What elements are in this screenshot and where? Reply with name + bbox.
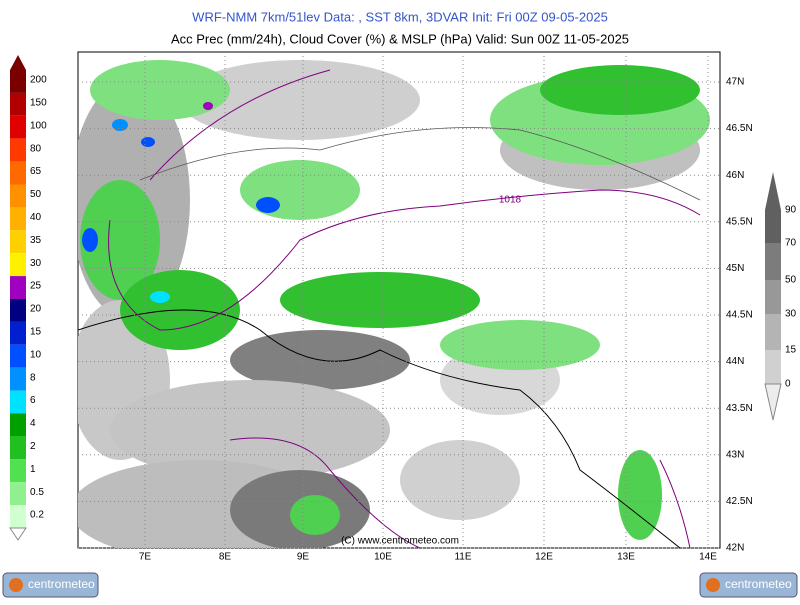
logo: centrometeo xyxy=(2,572,99,598)
lon-label: 12E xyxy=(535,552,553,563)
precip-label: 80 xyxy=(30,143,42,154)
precip-swatch xyxy=(10,207,26,231)
precip-label: 25 xyxy=(30,281,42,292)
cloud-swatch xyxy=(765,210,781,243)
lat-label: 43N xyxy=(726,449,744,460)
lat-label: 46.5N xyxy=(726,123,753,134)
precip-label: 100 xyxy=(30,120,47,131)
cloud-legend-tail xyxy=(764,383,782,421)
precip-label: 6 xyxy=(30,395,36,406)
cloud-swatch xyxy=(765,243,781,280)
precip-legend-arrow xyxy=(10,55,26,70)
cloud-label: 0 xyxy=(785,379,791,390)
precip-label: 1 xyxy=(30,464,36,475)
lat-label: 47N xyxy=(726,77,744,88)
precip-swatch xyxy=(10,138,26,162)
lat-label: 45.5N xyxy=(726,216,753,227)
precip-swatch xyxy=(10,321,26,345)
precip-swatch xyxy=(10,390,26,414)
precip-swatch xyxy=(10,115,26,139)
precip-label: 150 xyxy=(30,98,47,109)
lat-label: 42.5N xyxy=(726,496,753,507)
lat-label: 44N xyxy=(726,356,744,367)
precip-swatch xyxy=(10,367,26,391)
lat-label: 42N xyxy=(726,543,744,554)
title: WRF-NMM 7km/51lev Data: , SST 8km, 3DVAR… xyxy=(192,9,608,24)
cloud-swatch xyxy=(765,314,781,350)
lon-label: 13E xyxy=(617,552,635,563)
precip-label: 200 xyxy=(30,75,47,86)
cloud-label: 70 xyxy=(785,238,797,249)
precip-swatch xyxy=(10,459,26,483)
lon-label: 9E xyxy=(297,552,310,563)
precip-label: 50 xyxy=(30,189,42,200)
precip-swatch xyxy=(10,482,26,506)
precip-swatch xyxy=(10,230,26,254)
lon-label: 14E xyxy=(699,552,717,563)
precip-swatch xyxy=(10,505,26,528)
lat-label: 45N xyxy=(726,263,744,274)
precip-label: 10 xyxy=(30,349,42,360)
lon-label: 8E xyxy=(219,552,232,563)
cloud-swatch xyxy=(765,280,781,314)
precip-label: 8 xyxy=(30,372,36,383)
lat-label: 44.5N xyxy=(726,310,753,321)
cloud-label: 15 xyxy=(785,345,797,356)
lon-label: 11E xyxy=(454,552,471,563)
lat-label: 43.5N xyxy=(726,403,753,414)
precip-swatch xyxy=(10,161,26,185)
precip-label: 0.5 xyxy=(30,487,44,498)
precip-swatch xyxy=(10,436,26,460)
subtitle: Acc Prec (mm/24h), Cloud Cover (%) & MSL… xyxy=(171,31,629,46)
map: 7E 8E 9E 10E 11E 12E 13E 14E 47N 46.5N 46N 45.5N 45N… xyxy=(77,51,753,563)
precip-label: 30 xyxy=(30,258,42,269)
credit: (C) www.centrometeo.com xyxy=(341,536,459,547)
precip-swatch xyxy=(10,276,26,299)
logo: centrometeo xyxy=(699,572,798,598)
precip-swatch xyxy=(10,70,26,93)
precip-legend-tail xyxy=(9,527,27,541)
cloud-label: 90 xyxy=(785,205,797,216)
cloud-label: 30 xyxy=(785,309,797,320)
precip-label: 40 xyxy=(30,212,42,223)
lat-label: 46N xyxy=(726,170,744,181)
precip-label: 20 xyxy=(30,304,42,315)
precip-label: 4 xyxy=(30,418,36,429)
precip-label: 15 xyxy=(30,327,42,338)
precip-label: 35 xyxy=(30,235,42,246)
precip-swatch xyxy=(10,253,26,277)
lon-label: 10E xyxy=(374,552,392,563)
precip-swatch xyxy=(10,344,26,368)
isobar-label: 1018 xyxy=(499,195,522,206)
logo-text: centrometeo xyxy=(28,577,95,591)
weather-field xyxy=(78,60,710,548)
precip-label: 65 xyxy=(30,166,42,177)
lon-label: 7E xyxy=(139,552,152,563)
cloud-swatch xyxy=(765,350,781,384)
precip-swatch xyxy=(10,299,26,322)
precip-label: 0.2 xyxy=(30,510,44,521)
precip-swatch xyxy=(10,184,26,208)
cloud-legend-arrow xyxy=(765,172,781,210)
precip-label: 2 xyxy=(30,441,36,452)
cloud-label: 50 xyxy=(785,275,797,286)
precip-swatch xyxy=(10,92,26,116)
precip-swatch xyxy=(10,413,26,437)
logo-text: centrometeo xyxy=(725,577,792,591)
